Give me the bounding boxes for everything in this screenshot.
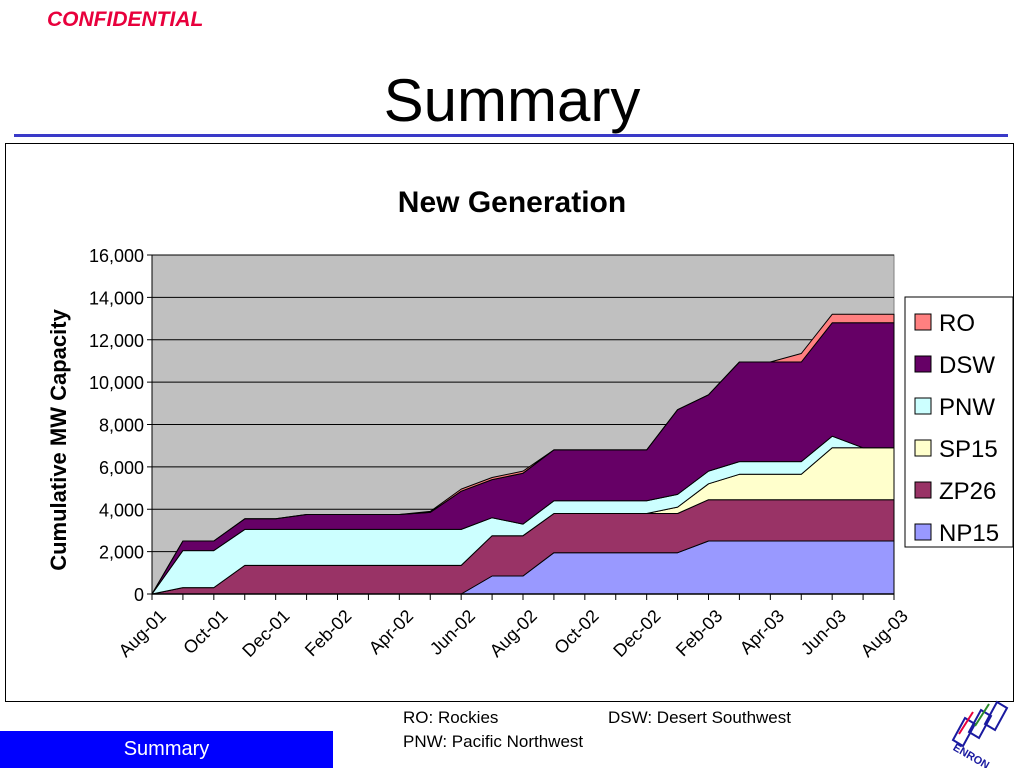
legend-swatch-np15 <box>914 523 932 541</box>
x-tick-label: Jun-03 <box>797 606 850 659</box>
legend-label-sp15: SP15 <box>939 436 998 463</box>
legend-swatch-pnw <box>914 397 932 415</box>
x-tick-label: Aug-02 <box>486 606 541 661</box>
legend-label-np15: NP15 <box>939 520 999 547</box>
y-tick-label: 8,000 <box>99 416 144 436</box>
legend-swatch-zp26 <box>914 481 932 499</box>
y-tick-label: 2,000 <box>99 543 144 563</box>
footnote-pnw: PNW: Pacific Northwest <box>403 732 584 751</box>
footnote-dsw: DSW: Desert Southwest <box>608 708 791 727</box>
y-tick-label: 6,000 <box>99 458 144 478</box>
page-title: Summary <box>383 67 641 134</box>
x-tick-label: Apr-03 <box>736 606 788 658</box>
x-tick-label: Feb-02 <box>301 606 355 660</box>
footnote-ro: RO: Rockies <box>403 708 499 727</box>
x-tick-label: Dec-02 <box>609 606 664 661</box>
area-series-ro <box>151 313 895 595</box>
y-tick-label: 0 <box>134 585 144 605</box>
y-axis-label: Cumulative MW Capacity <box>46 308 71 570</box>
area-chart: New Generation 0 2,000 4,000 6,000 8,000 10,00… <box>46 186 1014 661</box>
legend-swatch-ro <box>914 313 932 331</box>
title-divider <box>14 134 1008 137</box>
legend-label-zp26: ZP26 <box>939 478 996 505</box>
x-tick-label: Oct-01 <box>179 606 231 658</box>
x-tick-label: Dec-01 <box>238 606 293 661</box>
legend-label-ro: RO <box>939 310 975 337</box>
legend-swatch-dsw <box>914 355 932 373</box>
legend-swatch-sp15 <box>914 439 932 457</box>
footer-tab[interactable]: Summary <box>0 731 333 768</box>
y-tick-label: 12,000 <box>89 331 144 351</box>
y-tick-label: 4,000 <box>99 500 144 520</box>
legend-label-dsw: DSW <box>939 352 995 379</box>
y-tick-label: 10,000 <box>89 373 144 393</box>
y-tick-label: 14,000 <box>89 288 144 308</box>
enron-logo-text: ENRON <box>951 742 991 768</box>
x-tick-label: Jun-02 <box>426 606 479 659</box>
confidential-label: CONFIDENTIAL <box>47 8 204 31</box>
x-tick-label: Feb-03 <box>672 606 726 660</box>
chart-legend <box>904 296 1014 548</box>
x-tick-label: Apr-02 <box>365 606 417 658</box>
x-tick-label: Aug-03 <box>857 606 912 661</box>
x-tick-label: Aug-01 <box>115 606 170 661</box>
enron-logo-icon: ENRON <box>951 700 1009 768</box>
x-tick-label: Oct-02 <box>550 606 602 658</box>
y-tick-label: 16,000 <box>89 246 144 266</box>
legend-label-pnw: PNW <box>939 394 995 421</box>
chart-title: New Generation <box>398 186 626 219</box>
